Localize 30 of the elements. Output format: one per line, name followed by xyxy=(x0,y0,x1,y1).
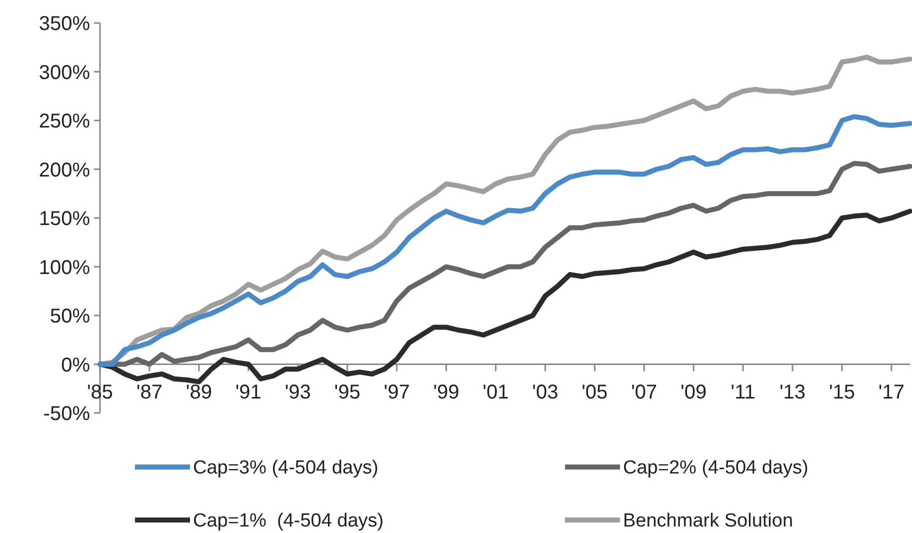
x-tick-label: '99 xyxy=(433,381,460,404)
y-tick-label: 300% xyxy=(38,62,90,84)
y-tick-label: 350% xyxy=(38,13,90,35)
x-tick-label: '95 xyxy=(334,381,360,404)
x-tick-label: '87 xyxy=(136,381,163,404)
x-tick-label: '17 xyxy=(878,381,904,404)
x-tick-label: '07 xyxy=(631,381,658,404)
y-tick-label: 0% xyxy=(61,354,90,376)
x-tick-label: '05 xyxy=(582,381,608,404)
x-tick-label: '93 xyxy=(284,381,311,404)
y-tick-label: 150% xyxy=(38,208,90,230)
y-tick-label: 250% xyxy=(38,110,90,132)
x-tick-label: '91 xyxy=(235,381,262,404)
x-tick-label: '15 xyxy=(828,381,856,404)
x-tick-label: '03 xyxy=(532,381,558,404)
y-tick-label: -50% xyxy=(43,403,90,425)
y-tick-label: 100% xyxy=(38,256,90,279)
legend-label: Cap=2% (4-504 days) xyxy=(623,458,808,479)
x-tick-label: '85 xyxy=(86,381,114,404)
x-tick-label: '11 xyxy=(730,381,756,404)
y-tick-label: 50% xyxy=(50,306,90,328)
x-tick-label: '09 xyxy=(680,381,707,404)
x-tick-label: '13 xyxy=(779,381,806,404)
x-tick-label: '01 xyxy=(482,381,509,404)
x-tick-label: '97 xyxy=(384,381,410,404)
legend-label: Cap=1% (4-504 days) xyxy=(193,510,384,532)
x-tick-label: '89 xyxy=(186,381,212,404)
legend-label: Benchmark Solution xyxy=(623,510,794,532)
y-tick-label: 200% xyxy=(38,159,90,182)
legend-label: Cap=3% (4-504 days) xyxy=(193,458,378,479)
